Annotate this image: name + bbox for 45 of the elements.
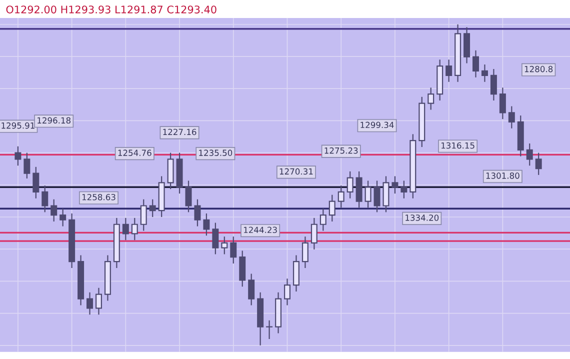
- annotation: 1235.50: [199, 150, 232, 156]
- chart-title: O1292.00 H1293.93 L1291.87 C1293.40: [6, 6, 216, 14]
- candlestick: [535, 152, 542, 176]
- candlestick: [356, 170, 362, 208]
- annotation: 1301.80: [486, 172, 520, 179]
- annotation: 1316.15: [441, 142, 474, 149]
- candlestick: [42, 184, 48, 213]
- candlestick: [374, 180, 380, 213]
- candlestick: [32, 166, 40, 199]
- candlestick: [239, 250, 246, 288]
- annotation: 1299.34: [360, 122, 394, 128]
- annotation: 1275.23: [324, 147, 358, 154]
- candlestick: [248, 273, 255, 306]
- candlestick: [50, 198, 58, 222]
- candlestick: [392, 176, 398, 194]
- annotation: 1296.18: [38, 117, 71, 124]
- candlestick: [526, 142, 533, 166]
- annotation: 1258.63: [82, 194, 116, 200]
- candlestick: [149, 198, 156, 218]
- candlestick: [464, 26, 470, 64]
- candlestick: [212, 222, 219, 255]
- candlestick: [499, 87, 506, 120]
- candlestick: [194, 198, 201, 227]
- annotation: 1270.31: [280, 168, 313, 175]
- annotation: 1254.76: [118, 150, 152, 156]
- annotation: 1295.91: [2, 122, 34, 129]
- candlestick: [472, 50, 479, 78]
- candlestick: [266, 320, 273, 340]
- candlestick: [490, 68, 497, 102]
- annotation: 1244.23: [244, 226, 277, 234]
- candlestick: [14, 146, 22, 166]
- candlestick: [508, 106, 515, 129]
- candlestick: [203, 212, 210, 236]
- candlestick: [60, 208, 66, 227]
- annotation: 1280.8: [524, 66, 553, 72]
- candlestick: [185, 180, 192, 213]
- candlestick: [122, 217, 129, 241]
- annotation: 1227.16: [163, 128, 196, 136]
- candlestick: [481, 64, 488, 82]
- candlestick: [446, 59, 452, 82]
- candlestick: [86, 292, 94, 316]
- candlestick: [230, 236, 237, 264]
- annotation: 1334.20: [406, 214, 439, 221]
- candlestick: [24, 152, 30, 180]
- candlestick: [400, 180, 408, 199]
